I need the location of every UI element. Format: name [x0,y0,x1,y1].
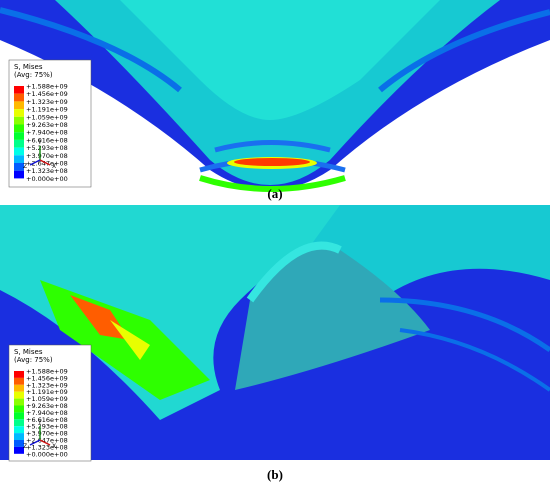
legend-value: +9.263e+08 [26,402,68,410]
triad-label: Z [23,163,27,170]
legend-value: +1.323e+09 [26,381,68,389]
legend-title: S, Mises [14,348,43,356]
legend-value: +3.970e+08 [26,152,68,160]
legend-swatch [14,377,24,385]
triad-label: X [52,163,56,170]
triad-label: X [52,443,56,450]
legend-swatch [14,384,24,392]
triad-axis [29,159,41,166]
legend-swatch [14,391,24,399]
legend-swatch [14,86,24,94]
legend-value: +1.191e+09 [26,106,68,114]
legend-swatch [14,93,24,102]
legend-swatch [14,440,24,447]
legend-swatch [14,412,24,420]
legend-swatch [14,163,24,171]
panel-label: (b) [267,467,283,482]
legend-swatch [14,101,24,110]
legend-value: +1.323e+08 [26,443,68,451]
legend-swatch [14,398,24,406]
legend-value: +9.263e+08 [26,121,68,129]
legend-value: +5.293e+08 [26,144,68,152]
legend-value: +1.456e+09 [26,374,68,382]
legend-value: +6.616e+08 [26,416,68,424]
legend-title: S, Mises [14,63,43,71]
legend-value: +1.588e+09 [26,83,68,91]
legend-value: +1.323e+08 [26,167,68,175]
legend-swatch [14,124,24,133]
legend-value: +1.059e+09 [26,113,68,121]
triad-axis [39,439,51,446]
legend-value: +1.191e+09 [26,388,68,396]
legend-value: +7.940e+08 [26,129,68,137]
legend-swatch [14,147,24,156]
legend-value: +0.000e+00 [26,175,68,183]
legend-swatch [14,132,24,140]
legend: S, Mises(Avg: 75%)+1.588e+09+1.456e+09+1… [8,344,92,462]
legend-swatch [14,155,24,163]
legend-swatch [14,433,24,440]
legend-swatch [14,419,24,427]
triad-label: Y [37,419,42,426]
legend-value: +1.323e+09 [26,98,68,106]
legend-value: +0.000e+00 [26,450,68,458]
panel-label: (a) [267,186,282,201]
triad-axis [39,159,51,166]
legend-swatch [14,139,24,148]
legend-value: +6.616e+08 [26,136,68,144]
model-a [0,0,550,192]
legend: S, Mises(Avg: 75%)+1.588e+09+1.456e+09+1… [8,59,92,188]
legend-value: +7.940e+08 [26,409,68,417]
legend-swatch [14,446,24,454]
model-b [0,205,550,460]
triad-label: Z [23,443,27,450]
legend-swatch [14,371,24,378]
legend-value: +1.588e+09 [26,368,68,376]
legend-swatch [14,116,24,125]
legend-value: +2.647e+08 [26,437,68,445]
legend-subtitle: (Avg: 75%) [14,356,53,364]
legend-value: +1.059e+09 [26,395,68,403]
legend-swatch [14,170,24,179]
legend-value: +1.456e+09 [26,90,68,98]
triad-label: Y [37,139,42,146]
legend-swatch [14,109,24,117]
legend-swatch [14,426,24,434]
triad-axis [29,439,41,446]
legend-value: +3.970e+08 [26,430,68,438]
legend-swatch [14,405,24,413]
legend-subtitle: (Avg: 75%) [14,71,53,79]
legend-value: +5.293e+08 [26,423,68,431]
